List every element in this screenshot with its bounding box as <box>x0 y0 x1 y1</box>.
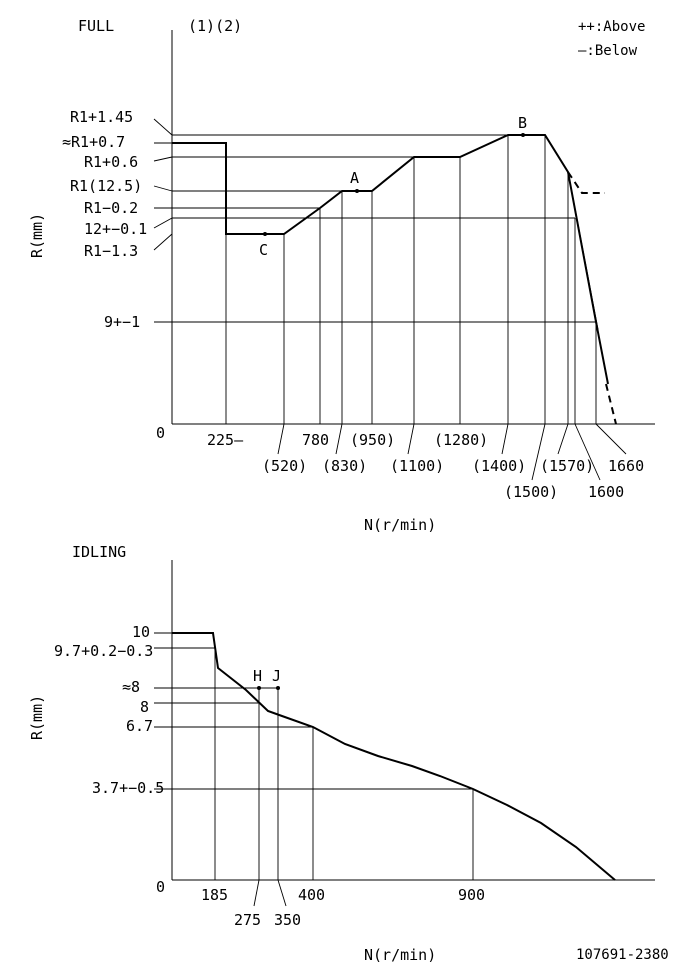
idling-ytick-approx-8: ≈8 <box>122 678 140 696</box>
full-point-c-label: C <box>259 241 268 259</box>
full-point-b-marker <box>521 133 525 137</box>
full-xtick-830: (830) <box>322 457 367 475</box>
full-chart: FULL (1)(2) ++:Above —:Below R(mm) R1+1.… <box>28 17 655 534</box>
idling-y-label: R(mm) <box>28 695 46 740</box>
full-above-dashed-line <box>567 171 605 194</box>
full-xtick-780: 780 <box>302 431 329 449</box>
idling-point-h-label: H <box>253 667 262 685</box>
full-xtick-1570: (1570) <box>540 457 594 475</box>
idling-ytick-8: 8 <box>140 698 149 716</box>
full-xtick-1500: (1500) <box>504 483 558 501</box>
legend-above: ++:Above <box>578 19 645 35</box>
idling-xtick-350: 350 <box>274 911 301 929</box>
full-below-limit-line <box>567 171 599 331</box>
full-y-reference-lines <box>153 118 596 323</box>
idling-point-h-marker <box>257 686 261 690</box>
full-y-label: R(mm) <box>28 213 46 258</box>
idling-x-label: N(r/min) <box>364 946 436 964</box>
full-xtick-520: (520) <box>262 457 307 475</box>
full-ytick-r1-12-5: R1(12.5) <box>70 177 142 195</box>
full-xtick-1100: (1100) <box>390 457 444 475</box>
idling-ytick-9-7: 9.7+0.2−0.3 <box>54 642 153 660</box>
full-title: FULL <box>78 17 114 35</box>
full-ytick-r1-minus-0-2: R1−0.2 <box>84 199 138 217</box>
full-xtick-1660: 1660 <box>608 457 644 475</box>
full-ytick-r1-plus-0-6: R1+0.6 <box>84 153 138 171</box>
full-x-label: N(r/min) <box>364 516 436 534</box>
idling-y-reference-lines <box>154 632 473 790</box>
document-id: 107691-2380 <box>576 947 669 963</box>
idling-xtick-185: 185 <box>201 886 228 904</box>
idling-xtick-400: 400 <box>298 886 325 904</box>
idling-x-reference-lines <box>214 648 474 907</box>
full-point-a-marker <box>355 189 359 193</box>
full-note: (1)(2) <box>188 17 242 35</box>
full-point-c-marker <box>263 232 267 236</box>
full-x-leader-lines <box>277 423 627 481</box>
idling-chart: IDLING R(mm) 10 9.7+0.2−0.3 ≈8 8 6.7 3.7… <box>28 543 655 964</box>
full-x-reference-lines <box>225 135 597 424</box>
full-zero-label: 0 <box>156 424 165 442</box>
full-ytick-r1-plus-1-45: R1+1.45 <box>70 108 133 126</box>
idling-ytick-10: 10 <box>132 623 150 641</box>
full-point-a-label: A <box>350 169 359 187</box>
full-xtick-1400: (1400) <box>472 457 526 475</box>
full-point-b-label: B <box>518 114 527 132</box>
idling-xtick-900: 900 <box>458 886 485 904</box>
full-xtick-950: (950) <box>350 431 395 449</box>
idling-title: IDLING <box>72 543 126 561</box>
idling-zero-label: 0 <box>156 878 165 896</box>
full-characteristic-curve <box>172 134 609 385</box>
full-xtick-1280: (1280) <box>434 431 488 449</box>
idling-point-j-marker <box>276 686 280 690</box>
idling-ytick-3-7: 3.7+−0.5 <box>92 779 164 797</box>
full-ytick-approx-r1-plus-0-7: ≈R1+0.7 <box>62 133 125 151</box>
full-ytick-12-0-1: 12+−0.1 <box>84 220 147 238</box>
idling-point-j-label: J <box>272 667 281 685</box>
full-ytick-r1-minus-1-3: R1−1.3 <box>84 242 138 260</box>
full-xtick-225: 225— <box>207 431 244 449</box>
idling-ytick-6-7: 6.7 <box>126 717 153 735</box>
idling-characteristic-curve <box>172 632 616 881</box>
full-ytick-9-1: 9+−1 <box>104 313 140 331</box>
full-xtick-1600: 1600 <box>588 483 624 501</box>
idling-xtick-275: 275 <box>234 911 261 929</box>
legend-below: —:Below <box>578 43 638 59</box>
full-below-dashed-line <box>605 383 617 425</box>
